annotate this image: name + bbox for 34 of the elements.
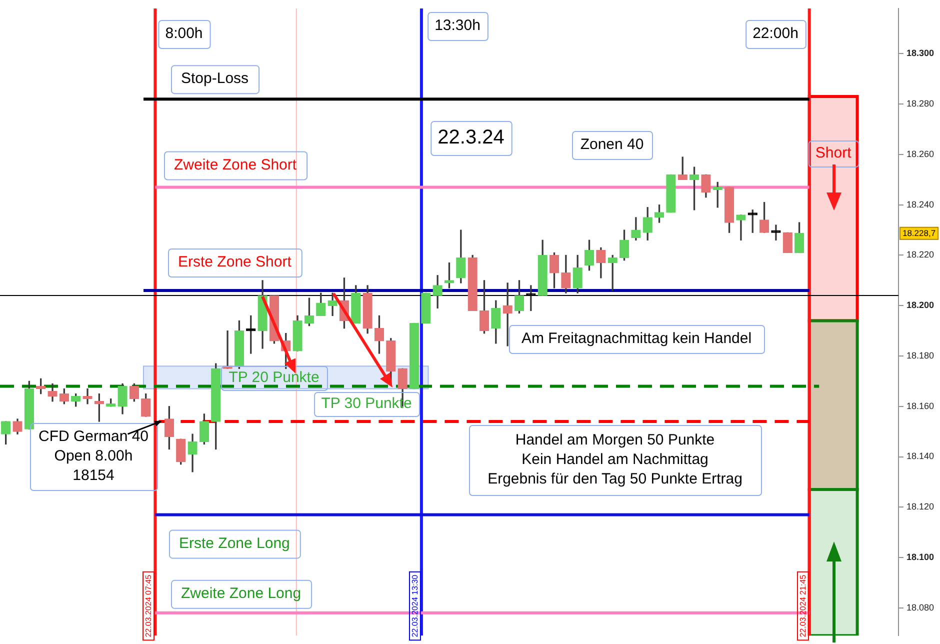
annotation: TP 20 Punkte [228, 369, 320, 386]
y-tick-label: 18.220 [906, 250, 934, 260]
y-tick-label: 18.260 [906, 148, 934, 159]
annotation: 22:00h [752, 25, 798, 42]
ref-line-label: Stop-Loss [180, 70, 249, 88]
y-tick-label: 18.160 [906, 400, 934, 411]
annotation: 13:30h [434, 17, 480, 34]
annotation: 18.228,7 [902, 228, 936, 238]
ref-line-label: Zweite Zone Long [181, 585, 302, 602]
annotation: 22.03.2024 07:45 [144, 574, 154, 638]
y-tick-label: 18.280 [906, 98, 934, 109]
ref-line-label: Erste Zone Long [179, 534, 290, 552]
annotation: CFD German 40 Open 8.00h 18154 [38, 428, 149, 484]
annotation: Handel am Morgen 50 Punkte Kein Handel am Nachmittag Ergebnis für den Tag 50 Punkte Ertrag [488, 432, 742, 488]
annotation: Zonen 40 [580, 136, 644, 154]
candlestick [502, 282, 512, 346]
annotation: 8:00h [165, 25, 203, 42]
y-tick-label: 18.200 [906, 300, 934, 310]
y-tick-label: 18.140 [906, 451, 934, 462]
y-tick-label: 18.240 [906, 199, 934, 210]
annotation: 22.03.2024 21:45 [798, 574, 808, 638]
y-tick-label: 18.120 [906, 502, 934, 512]
y-tick-label: 18.300 [906, 48, 934, 58]
annotation: TP 30 Punkte [321, 395, 412, 412]
y-tick-label: 18.080 [906, 602, 934, 612]
band-label: Short [815, 144, 852, 162]
annotation: Am Freitagnachmittag kein Handel [521, 330, 752, 348]
ref-line-label: Zweite Zone Short [174, 156, 298, 174]
y-tick-label: 18.100 [906, 552, 934, 562]
annotation: 22.03.2024 13:30 [410, 574, 420, 638]
ref-line-label: Erste Zone Short [178, 254, 292, 271]
annotation: 22.3.24 [438, 126, 504, 149]
y-tick-label: 18.180 [906, 350, 934, 360]
candlestick [736, 214, 746, 240]
